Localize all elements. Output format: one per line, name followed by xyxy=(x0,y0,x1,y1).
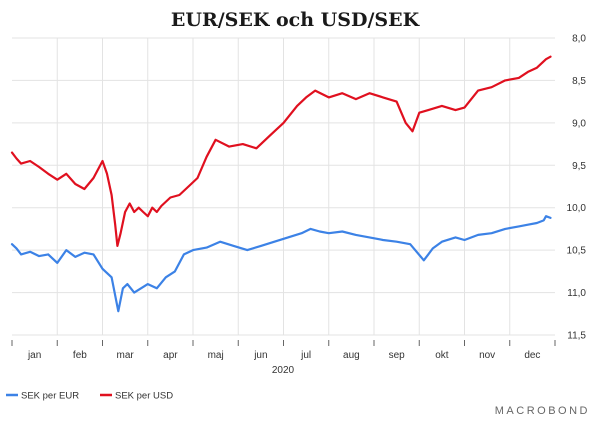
legend-label-eur: SEK per EUR xyxy=(21,391,79,402)
gridlines xyxy=(12,37,555,336)
axes: 8,0 8,5 9,0 9,5 10,0 10,5 11,0 11,5 jan feb mar apr… xyxy=(11,34,587,361)
y-tick-label: 8,0 xyxy=(572,34,586,45)
y-tick-label: 11,0 xyxy=(567,288,586,299)
x-tick-label: apr xyxy=(163,350,178,361)
x-tick-label: feb xyxy=(73,350,87,361)
x-axis-title: 2020 xyxy=(272,365,295,376)
x-tick-label: aug xyxy=(343,350,360,361)
x-tick-label: maj xyxy=(208,350,224,361)
series-lines xyxy=(10,55,552,313)
chart-title: EUR/SEK och USD/SEK xyxy=(171,9,421,31)
legend: SEK per EUR SEK per USD xyxy=(6,391,173,402)
x-tick-label: jun xyxy=(253,350,267,361)
y-tick-label: 11,5 xyxy=(567,331,586,342)
x-tick-label: mar xyxy=(117,350,135,361)
y-tick-label: 10,0 xyxy=(567,203,587,214)
legend-label-usd: SEK per USD xyxy=(115,391,173,402)
source-watermark: MACROBOND xyxy=(495,405,590,417)
y-tick-label: 9,5 xyxy=(572,161,586,172)
x-tick-label: sep xyxy=(389,350,406,361)
x-tick-label: okt xyxy=(435,350,449,361)
x-tick-label: jul xyxy=(300,350,311,361)
y-tick-label: 8,5 xyxy=(572,76,586,87)
series-line-sek-per-eur xyxy=(10,215,552,313)
series-line-sek-per-usd xyxy=(10,55,552,247)
x-tick-label: dec xyxy=(524,350,540,361)
y-tick-label: 10,5 xyxy=(567,246,587,257)
x-tick-label: jan xyxy=(27,350,41,361)
y-tick-label: 9,0 xyxy=(572,118,586,129)
x-tick-label: nov xyxy=(479,350,495,361)
